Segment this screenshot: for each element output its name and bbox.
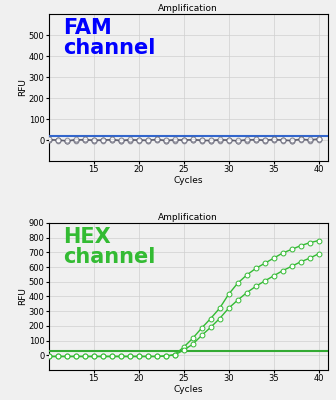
Y-axis label: RFU: RFU (18, 79, 27, 96)
X-axis label: Cycles: Cycles (173, 176, 203, 185)
X-axis label: Cycles: Cycles (173, 384, 203, 394)
Title: Amplification: Amplification (158, 213, 218, 222)
Title: Amplification: Amplification (158, 4, 218, 13)
Text: FAM
channel: FAM channel (62, 18, 155, 58)
Text: HEX
channel: HEX channel (62, 227, 155, 267)
Y-axis label: RFU: RFU (18, 288, 27, 305)
